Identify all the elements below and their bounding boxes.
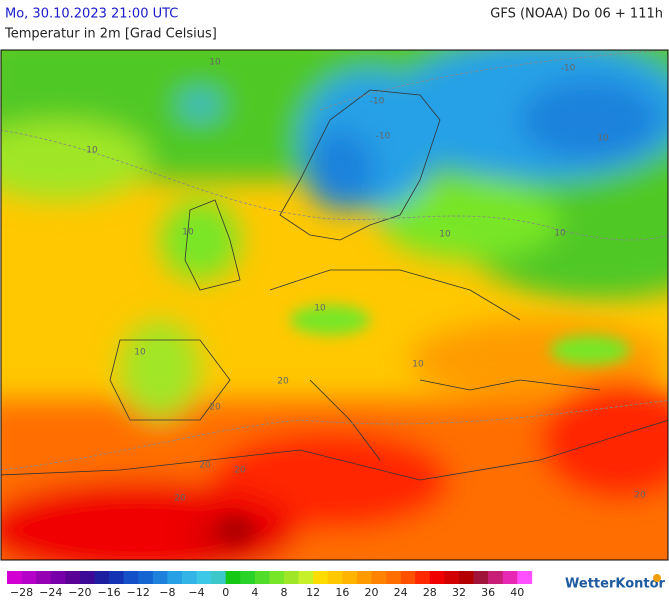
legend-swatch <box>94 571 110 584</box>
legend-swatch <box>429 571 445 584</box>
color-legend: −28 −24 −20 −16 −12 −8 −4 0 4 8 12 16 20 24 28 32 36 40 <box>7 571 533 599</box>
contour-label: -10 <box>376 132 391 142</box>
legend-tick-label: 4 <box>251 586 258 599</box>
subtitle: Temperatur in 2m [Grad Celsius] <box>4 27 217 42</box>
legend-swatch <box>109 571 124 584</box>
legend-swatch <box>50 571 66 584</box>
contour-label: 10 <box>412 360 424 370</box>
legend-swatch <box>356 571 372 584</box>
contour-label: 20 <box>277 377 289 387</box>
legend-swatch <box>138 571 154 584</box>
legend-swatch <box>517 571 533 584</box>
contour-label: -10 <box>370 97 385 107</box>
legend-swatch <box>65 571 81 584</box>
legend-tick-label: 12 <box>306 586 320 599</box>
legend-tick-label: −8 <box>159 586 175 599</box>
legend-tick-label: 32 <box>452 586 466 599</box>
legend-swatch <box>386 571 401 584</box>
legend-swatch <box>269 571 285 584</box>
legend-swatch <box>444 571 460 584</box>
legend-swatch <box>123 571 139 584</box>
legend-swatch <box>400 571 416 584</box>
contour-label: 10 <box>554 229 566 239</box>
legend-swatch <box>211 571 226 584</box>
legend-swatch <box>7 571 22 584</box>
legend-swatch <box>313 571 329 584</box>
contour-label: 20 <box>209 403 221 413</box>
temperature-map: 10 -10 -10 10 -10 10 10 10 10 10 10 20 20 20 20 20 10 20 <box>1 50 668 560</box>
contour-label: 20 <box>634 491 646 501</box>
datetime: Mo, 30.10.2023 21:00 UTC <box>5 7 178 22</box>
legend-tick-label: −12 <box>127 586 150 599</box>
contour-label: 10 <box>182 228 194 238</box>
contour-label: 10 <box>597 134 609 144</box>
logo-icon <box>653 574 661 582</box>
contour-label: 20 <box>174 494 186 504</box>
legend-tick-label: −16 <box>97 586 120 599</box>
legend-tick-label: 0 <box>222 586 229 599</box>
legend-swatch <box>240 571 256 584</box>
model-run: GFS (NOAA) Do 06 + 111h <box>490 7 663 22</box>
legend-swatch <box>327 571 343 584</box>
contour-label: 10 <box>314 304 326 314</box>
legend-swatch <box>342 571 358 584</box>
legend-swatch <box>473 571 489 584</box>
legend-swatch <box>79 571 95 584</box>
map-frame <box>0 49 669 561</box>
legend-swatch <box>371 571 387 584</box>
legend-swatch <box>21 571 37 584</box>
contour-label: 10 <box>439 230 451 240</box>
legend-tick-label: −24 <box>39 586 62 599</box>
contour-label: 20 <box>199 461 211 471</box>
contour-label: -10 <box>561 64 576 74</box>
legend-tick-label: 24 <box>394 586 408 599</box>
legend-tick-label: −4 <box>188 586 204 599</box>
legend-tick-label: 40 <box>510 586 524 599</box>
legend-tick-label: 8 <box>281 586 288 599</box>
legend-tick-label: 28 <box>423 586 437 599</box>
contour-label: 10 <box>209 58 221 68</box>
legend-swatch <box>152 571 168 584</box>
contour-label: 10 <box>134 348 146 358</box>
logo: WetterKontor <box>565 577 666 592</box>
legend-swatch <box>196 571 212 584</box>
legend-swatch <box>225 571 241 584</box>
legend-tick-label: −28 <box>10 586 33 599</box>
legend-tick-label: 20 <box>365 586 379 599</box>
legend-swatch <box>502 571 518 584</box>
legend-swatch <box>488 571 504 584</box>
legend-swatch <box>254 571 270 584</box>
legend-swatch <box>458 571 474 584</box>
legend-swatch <box>284 571 299 584</box>
legend-swatch <box>181 571 197 584</box>
legend-tick-label: −20 <box>68 586 91 599</box>
legend-swatch <box>415 571 431 584</box>
legend-swatch <box>298 571 314 584</box>
contour-label: 10 <box>86 146 98 156</box>
legend-swatch <box>36 571 52 584</box>
contour-label: 20 <box>234 466 246 476</box>
legend-tick-label: 36 <box>481 586 495 599</box>
legend-tick-label: 16 <box>335 586 349 599</box>
legend-swatch <box>167 571 183 584</box>
